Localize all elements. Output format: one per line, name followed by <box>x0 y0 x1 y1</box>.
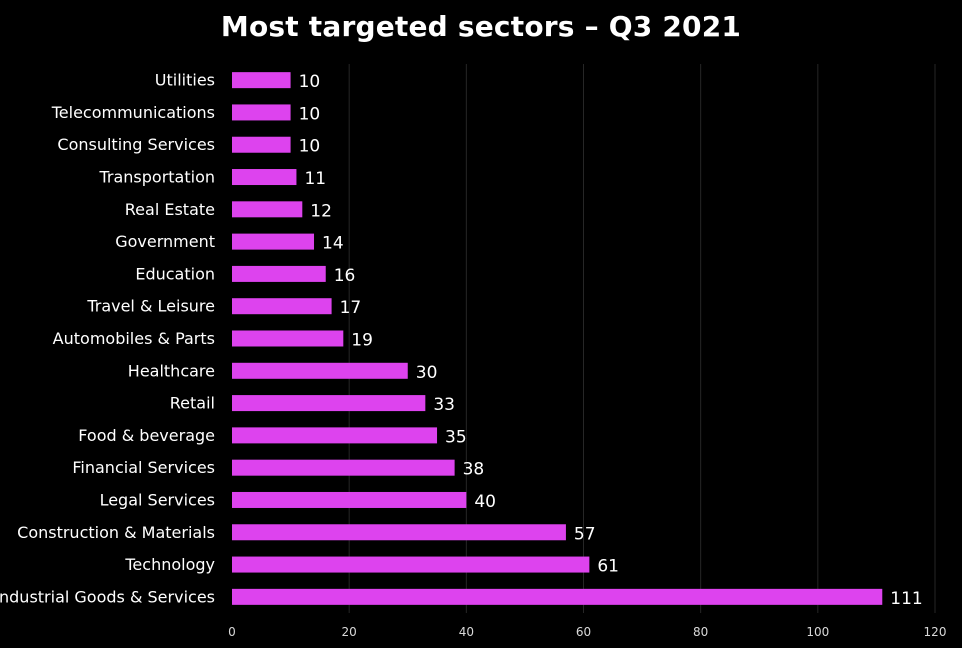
data-label: 40 <box>474 492 496 512</box>
bar <box>232 298 332 315</box>
bar <box>232 201 303 218</box>
data-label: 17 <box>340 298 362 318</box>
category-label: Food & beverage <box>78 426 215 445</box>
data-label: 61 <box>597 557 619 577</box>
bar <box>232 556 590 573</box>
x-tick-label: 120 <box>924 625 947 639</box>
data-label: 10 <box>299 137 321 157</box>
bar <box>232 233 315 250</box>
data-label: 38 <box>463 460 485 480</box>
x-tick-label: 80 <box>693 625 708 639</box>
data-label: 19 <box>351 331 373 351</box>
category-label: Consulting Services <box>57 135 215 154</box>
category-label: Legal Services <box>100 490 215 509</box>
category-label: Utilities <box>155 71 215 90</box>
bar <box>232 524 566 541</box>
bar <box>232 72 291 89</box>
data-label: 35 <box>445 427 467 447</box>
bar <box>232 395 426 412</box>
data-label: 12 <box>310 201 332 221</box>
bar <box>232 136 291 153</box>
category-label: Automobiles & Parts <box>53 329 215 348</box>
data-label: 10 <box>299 104 321 124</box>
category-label: Real Estate <box>125 200 215 219</box>
x-tick-label: 100 <box>806 625 829 639</box>
category-label: Financial Services <box>72 458 215 477</box>
grid-lines <box>348 64 936 613</box>
bar <box>232 491 467 508</box>
category-label: Government <box>115 232 215 251</box>
category-label: Transportation <box>98 168 215 187</box>
bar <box>232 427 438 444</box>
bars <box>232 72 883 605</box>
bar <box>232 169 297 186</box>
data-label: 11 <box>304 169 326 189</box>
x-axis-ticks: 0 20 40 60 80 100 120 <box>228 625 946 639</box>
x-tick-label: 40 <box>459 625 474 639</box>
bar <box>232 588 883 605</box>
data-label: 30 <box>416 363 438 383</box>
bar <box>232 104 291 121</box>
bar <box>232 265 326 282</box>
x-tick-label: 60 <box>576 625 591 639</box>
x-tick-label: 0 <box>228 625 236 639</box>
category-label: Telecommunications <box>51 103 215 122</box>
bar <box>232 362 408 379</box>
data-label: 33 <box>433 395 455 415</box>
bar <box>232 459 455 476</box>
category-label: Retail <box>170 394 215 413</box>
category-label: Education <box>135 264 215 283</box>
data-label: 111 <box>890 589 922 609</box>
category-labels: Utilities Telecommunications Consulting Se… <box>0 71 215 607</box>
data-label: 10 <box>299 72 321 92</box>
category-label: Construction & Materials <box>17 523 215 542</box>
x-tick-label: 20 <box>342 625 357 639</box>
category-label: Technology <box>124 555 215 574</box>
data-label: 57 <box>574 524 596 544</box>
data-label: 14 <box>322 234 344 254</box>
chart-title: Most targeted sectors – Q3 2021 <box>220 10 742 43</box>
bar <box>232 330 344 347</box>
category-label: Industrial Goods & Services <box>0 587 215 606</box>
data-label: 16 <box>334 266 356 286</box>
category-label: Travel & Leisure <box>86 297 215 316</box>
category-label: Healthcare <box>128 361 215 380</box>
